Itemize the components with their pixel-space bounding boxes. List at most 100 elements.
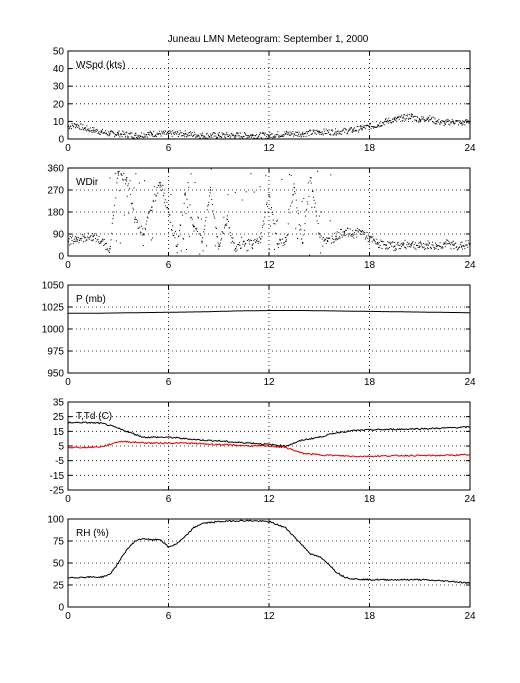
data-point	[369, 236, 371, 238]
data-point	[189, 217, 191, 219]
data-point	[268, 134, 270, 137]
data-point	[102, 238, 104, 240]
data-point	[401, 246, 403, 248]
data-point	[104, 242, 106, 244]
data-point	[213, 135, 215, 137]
data-point	[356, 130, 358, 132]
data-point	[422, 247, 424, 249]
data-point	[295, 131, 297, 133]
data-point	[308, 135, 310, 137]
data-point	[423, 246, 425, 248]
data-point	[165, 130, 167, 132]
data-point	[93, 127, 95, 129]
y-tick-label: 15	[53, 427, 65, 438]
data-point	[95, 241, 97, 243]
data-point	[437, 120, 439, 122]
data-point	[116, 133, 118, 135]
data-point	[210, 133, 212, 135]
data-point	[303, 198, 305, 200]
data-point	[249, 136, 251, 138]
data-point	[92, 239, 94, 241]
y-tick-label: 25	[53, 412, 65, 423]
data-point	[409, 244, 411, 246]
data-point	[163, 192, 165, 194]
data-point	[164, 199, 166, 201]
data-point	[227, 221, 229, 223]
data-point	[344, 131, 346, 133]
data-point	[143, 136, 145, 138]
data-point	[115, 134, 117, 136]
data-point	[415, 119, 417, 121]
data-point	[162, 184, 164, 186]
data-point	[270, 136, 272, 138]
data-point	[322, 237, 324, 239]
data-point	[171, 229, 173, 231]
data-point	[117, 131, 119, 133]
data-point	[341, 130, 343, 132]
data-point	[380, 125, 382, 127]
data-point	[236, 249, 238, 251]
data-point	[84, 233, 86, 235]
data-point	[319, 133, 321, 135]
data-point	[345, 229, 347, 231]
data-point	[295, 199, 297, 201]
data-point	[201, 242, 203, 244]
data-point	[78, 125, 80, 127]
data-point	[171, 135, 173, 137]
data-point	[352, 235, 354, 237]
data-point	[345, 129, 347, 131]
data-point	[342, 231, 344, 233]
data-point	[251, 134, 253, 137]
data-point	[240, 135, 242, 137]
data-point	[73, 126, 75, 128]
data-point	[328, 237, 330, 239]
data-point	[142, 136, 144, 138]
data-point	[166, 201, 168, 203]
data-point	[433, 246, 435, 248]
data-point	[127, 183, 129, 185]
data-point	[140, 232, 142, 234]
data-point	[347, 228, 349, 230]
data-point	[76, 240, 78, 242]
data-point	[359, 129, 361, 131]
data-point	[264, 134, 266, 136]
data-point	[418, 247, 420, 249]
data-point	[285, 133, 287, 135]
data-point	[116, 182, 118, 184]
data-point	[130, 136, 132, 138]
data-point	[129, 188, 131, 190]
data-point	[209, 192, 211, 194]
data-point	[407, 113, 409, 115]
data-point	[173, 234, 175, 236]
data-point	[451, 118, 453, 120]
data-point	[151, 209, 153, 211]
data-point	[100, 240, 102, 242]
data-point	[415, 248, 417, 250]
data-point	[309, 180, 311, 182]
data-point	[119, 134, 121, 136]
data-point	[388, 242, 390, 244]
data-point	[185, 213, 187, 215]
data-point	[461, 241, 463, 243]
data-point	[443, 124, 445, 126]
data-point	[370, 122, 372, 124]
data-point	[441, 247, 443, 249]
data-point	[206, 132, 208, 134]
data-point	[291, 133, 293, 135]
data-point	[306, 131, 308, 133]
data-point	[245, 242, 247, 244]
data-point	[75, 238, 78, 240]
data-point	[449, 124, 451, 126]
data-point	[401, 120, 403, 122]
data-point	[142, 228, 144, 230]
data-point	[264, 216, 266, 218]
data-point	[88, 128, 90, 130]
data-point	[377, 124, 379, 126]
data-point	[374, 126, 376, 128]
data-point	[322, 245, 324, 247]
data-point	[273, 248, 275, 250]
data-point	[179, 133, 181, 135]
data-point	[224, 134, 226, 136]
data-point	[450, 120, 452, 122]
